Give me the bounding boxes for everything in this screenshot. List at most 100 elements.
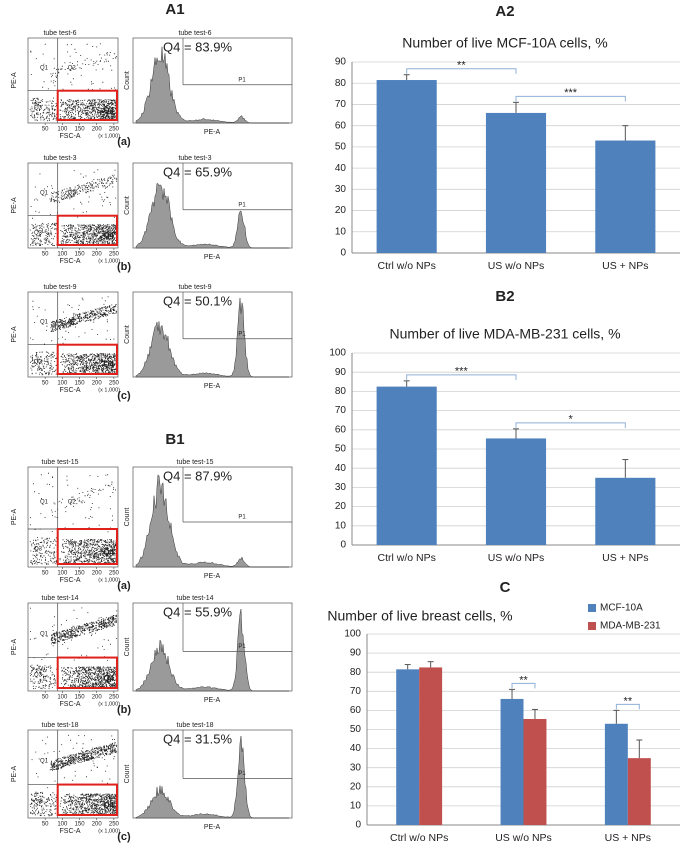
axis-label: Count [124,325,131,344]
row-tag: (c) [117,390,131,402]
axis-label: PE-A [204,383,221,390]
gate-label: P1 [238,515,246,521]
significance-bracket [511,682,536,689]
quadrant-label: Q3 [34,359,43,365]
bar [396,669,420,825]
bar [523,718,547,825]
quadrant-label: Q3 [34,105,43,111]
bar [595,477,656,545]
row-tag: (b) [117,704,131,716]
quadrant-label: Q2 [68,190,77,196]
quadrant-label: Q1 [40,190,49,196]
y-tick-label: 40 [335,463,347,474]
q4-gate [56,783,118,816]
legend-label: MDA-MB-231 [600,621,661,632]
x-tick-label: 250 [109,695,120,701]
axis-label: FSC-A [60,133,81,140]
axis-label: PE-A [11,197,18,214]
y-tick-label: 90 [335,367,347,378]
x-tick-label: US + NPs [605,832,651,844]
plot-title: tube test-6 [43,30,76,37]
axis-label: PE-A [204,573,221,580]
axis-label: Count [124,71,131,90]
axis-label: Count [124,196,131,215]
x-tick-label: 150 [75,127,86,133]
x-tick-label: 100 [57,252,68,258]
axis-scale: (x 1,000) [98,701,120,707]
significance-bracket [515,95,626,102]
plot-title: tube test-9 [43,284,76,291]
y-tick-label: 50 [350,724,362,735]
significance-bracket [615,703,640,710]
y-tick-label: 50 [335,142,347,153]
quadrant-label: Q4 [103,548,114,557]
y-tick-label: 100 [344,629,361,640]
axis-label: PE-A [204,129,221,136]
x-tick-label: 50 [42,252,49,258]
x-tick-label: 50 [42,381,49,387]
significance-bracket [515,422,626,428]
y-tick-label: 20 [350,781,362,792]
y-tick-label: 0 [340,248,346,259]
row-tag: (b) [117,261,131,273]
scatter-dots [29,169,118,246]
q4-gate [56,528,118,565]
plot-title: tube test-3 [43,155,76,162]
histogram [135,46,289,124]
scatter-dots [30,296,118,376]
x-tick-label: 50 [42,695,49,701]
x-tick-label: 100 [57,381,68,387]
x-tick-label: 200 [92,381,103,387]
legend-swatch [588,622,596,630]
bar [419,667,443,825]
histogram [135,735,289,819]
x-tick-label: 100 [57,695,68,701]
q4-gate [56,343,118,376]
scatter-dots [29,607,118,689]
y-tick-label: 30 [335,184,347,195]
q4-value: Q4 = 55.9% [163,604,232,619]
x-tick-label: 200 [92,127,103,133]
histogram [135,183,289,249]
quadrant-label: Q1 [40,500,49,506]
y-tick-label: 50 [335,444,347,455]
quadrant-label: Q4 [103,801,114,810]
y-tick-label: 0 [355,820,361,831]
quadrant-label: Q1 [40,65,49,71]
legend-label: MCF-10A [600,603,643,614]
quadrant-label: Q2 [68,500,77,506]
y-tick-label: 60 [335,120,347,131]
y-tick-label: 100 [329,348,346,359]
bar [376,80,437,254]
x-tick-label: 150 [75,695,86,701]
quadrant-label: Q3 [34,547,43,553]
gate-label: P1 [238,202,246,208]
y-tick-label: 30 [335,482,347,493]
quadrant-label: Q2 [68,758,77,764]
q4-gate [56,89,118,121]
axis-scale: (x 1,000) [98,133,120,139]
axis-label: FSC-A [60,577,81,584]
quadrant-label: Q2 [68,319,77,325]
x-tick-label: 250 [109,127,120,133]
row-tag: (c) [117,831,131,843]
bar [627,758,651,825]
bar [500,698,524,825]
q4-value: Q4 = 31.5% [163,731,232,746]
x-tick-label: 50 [42,822,49,828]
panel-label: B2 [495,288,514,305]
q4-gate [56,214,118,246]
histogram [135,297,289,378]
axis-label: PE-A [204,697,221,704]
plot-title: tube test-18 [177,722,214,729]
y-tick-label: 40 [335,163,347,174]
bar [376,386,437,545]
axis-scale: (x 1,000) [98,387,120,393]
y-tick-label: 90 [335,57,347,68]
gate-label: P1 [238,644,246,650]
q4-value: Q4 = 83.9% [163,39,232,54]
x-tick-label: 200 [92,695,103,701]
x-tick-label: US w/o NPs [488,552,545,564]
axis-label: PE-A [204,254,221,261]
plot-title: tube test-9 [178,284,211,291]
